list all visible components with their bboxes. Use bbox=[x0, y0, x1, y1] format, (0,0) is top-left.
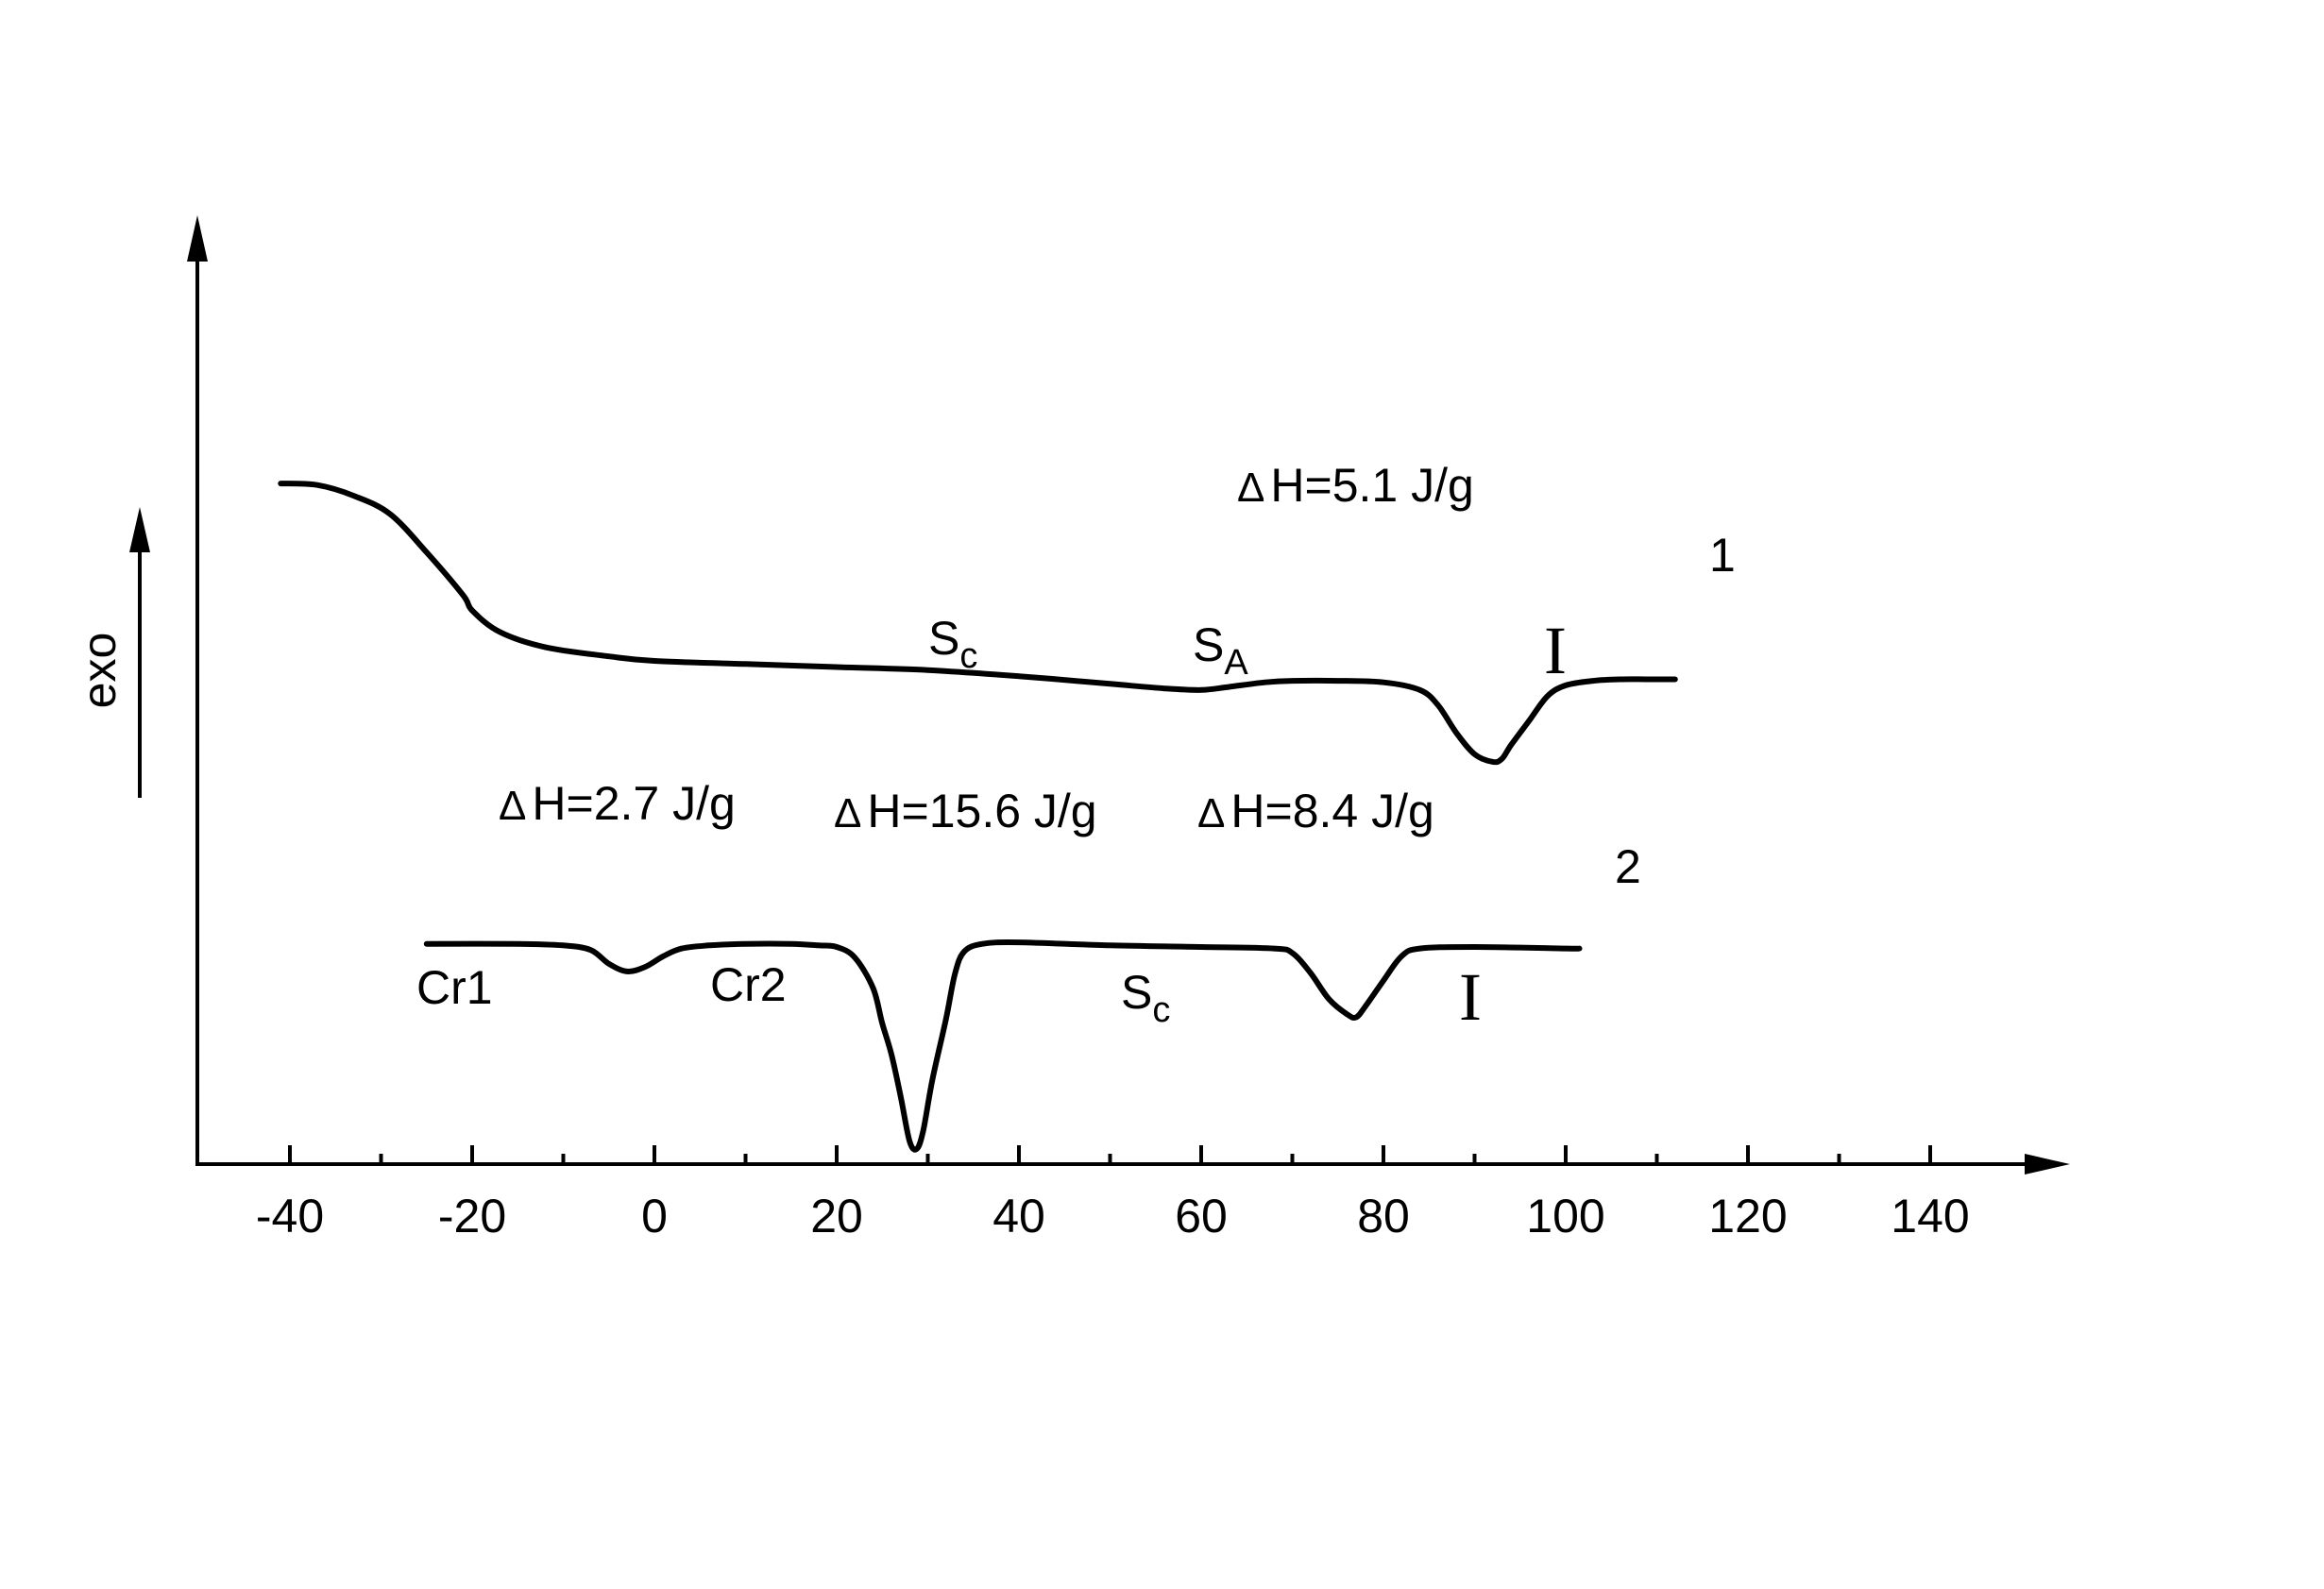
curve-2-label: 2 bbox=[1615, 840, 1641, 893]
phase-sc-2: Sc bbox=[1121, 966, 1170, 1030]
x-tick-label: -40 bbox=[256, 1190, 324, 1242]
phase-cr2: Cr2 bbox=[710, 958, 787, 1011]
series-1-line bbox=[278, 481, 1678, 766]
phase-sc-1: Sc bbox=[928, 612, 977, 676]
x-tick-label: 100 bbox=[1526, 1190, 1604, 1242]
x-tick-label: 40 bbox=[992, 1190, 1045, 1242]
x-tick-label: -20 bbox=[438, 1190, 506, 1242]
y-axis-label: exo bbox=[73, 633, 126, 709]
x-ticks bbox=[288, 1145, 1932, 1164]
y-axis-arrow bbox=[187, 215, 208, 262]
curve-1-label: 1 bbox=[1709, 529, 1736, 582]
annotation-dh1: Δ H=5.1 J/g bbox=[1237, 459, 1474, 512]
annotation-dh3: Δ H=15.6 J/g bbox=[834, 785, 1097, 837]
annotation-dh4: Δ H=8.4 J/g bbox=[1197, 785, 1434, 837]
x-tick-label: 0 bbox=[641, 1190, 668, 1242]
x-tick-label: 20 bbox=[810, 1190, 863, 1242]
x-axis-arrow bbox=[2025, 1154, 2070, 1175]
x-tick-label: 80 bbox=[1357, 1190, 1410, 1242]
phase-cr1: Cr1 bbox=[416, 961, 493, 1014]
x-tick-labels: -40 -20 0 20 40 60 80 100 120 140 bbox=[256, 1190, 1970, 1242]
x-tick-label: 140 bbox=[1891, 1190, 1969, 1242]
phase-i-1: I bbox=[1544, 613, 1567, 688]
exo-arrow-head bbox=[129, 507, 150, 552]
x-tick-label: 120 bbox=[1708, 1190, 1787, 1242]
series-2-line bbox=[423, 938, 1583, 1153]
x-tick-label: 60 bbox=[1175, 1190, 1228, 1242]
phase-i-2: I bbox=[1459, 959, 1482, 1035]
curves bbox=[278, 481, 1678, 1153]
phase-sa-1: SA bbox=[1193, 618, 1248, 683]
annotation-dh2: Δ H=2.7 J/g bbox=[499, 777, 736, 830]
